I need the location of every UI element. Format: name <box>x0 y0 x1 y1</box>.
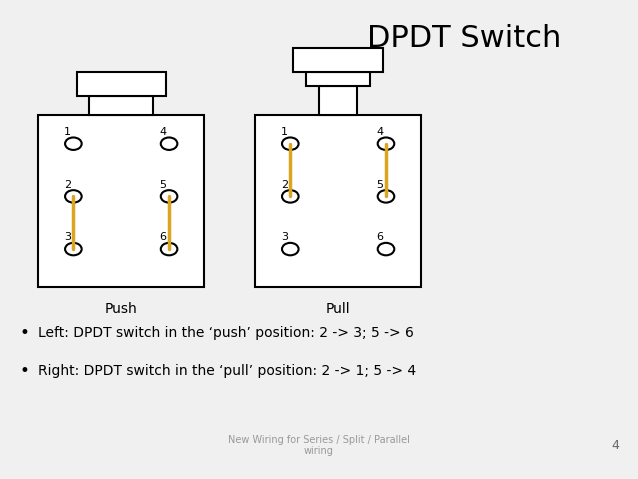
Text: 4: 4 <box>160 127 167 137</box>
Text: Left: DPDT switch in the ‘push’ position: 2 -> 3; 5 -> 6: Left: DPDT switch in the ‘push’ position… <box>38 326 414 340</box>
Bar <box>319 86 357 115</box>
Text: 5: 5 <box>376 180 383 190</box>
Text: •: • <box>19 362 29 380</box>
Text: DPDT Switch: DPDT Switch <box>367 24 561 53</box>
Text: 5: 5 <box>160 180 167 190</box>
Text: 4: 4 <box>376 127 383 137</box>
Text: 2: 2 <box>281 180 288 190</box>
Text: •: • <box>19 324 29 342</box>
Text: Right: DPDT switch in the ‘pull’ position: 2 -> 1; 5 -> 4: Right: DPDT switch in the ‘pull’ positio… <box>38 364 417 378</box>
Bar <box>89 96 153 115</box>
Bar <box>38 115 204 287</box>
Bar <box>255 115 421 287</box>
Text: 3: 3 <box>64 232 71 242</box>
Text: 6: 6 <box>376 232 383 242</box>
Bar <box>77 72 166 96</box>
Text: New Wiring for Series / Split / Parallel
wiring: New Wiring for Series / Split / Parallel… <box>228 434 410 456</box>
Text: 4: 4 <box>611 439 619 452</box>
Text: 3: 3 <box>281 232 288 242</box>
Bar <box>306 72 370 86</box>
Text: 2: 2 <box>64 180 71 190</box>
Text: 1: 1 <box>64 127 71 137</box>
Text: Push: Push <box>105 302 138 316</box>
Text: 1: 1 <box>281 127 288 137</box>
Text: 6: 6 <box>160 232 167 242</box>
Bar <box>293 48 383 72</box>
Text: Pull: Pull <box>326 302 350 316</box>
